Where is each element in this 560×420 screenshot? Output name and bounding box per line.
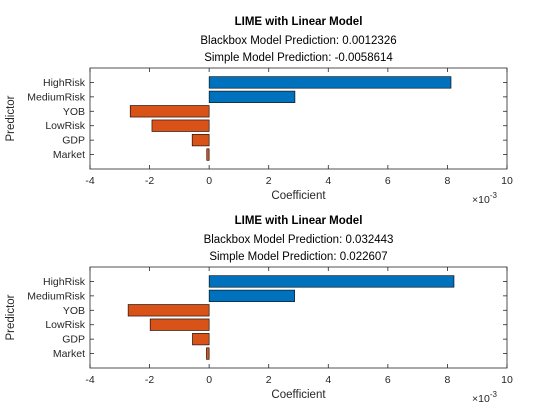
chart-subtitle: Blackbox Model Prediction: 0.032443: [204, 234, 394, 246]
bar: [191, 134, 210, 147]
x-tick-label: 4: [325, 374, 331, 386]
x-tick-label: 4: [325, 175, 331, 187]
chart-title: LIME with Linear Model: [235, 16, 363, 28]
x-tick-label: -4: [85, 175, 94, 187]
x-exponent-power: -3: [490, 191, 498, 200]
bar: [192, 333, 210, 346]
x-tick-label: 0: [206, 175, 212, 187]
y-tick-label: MediumRisk: [27, 91, 86, 103]
y-tick-label: HighRisk: [43, 276, 86, 288]
chart-title: LIME with Linear Model: [235, 215, 363, 227]
y-axis-label: Predictor: [5, 95, 17, 141]
bar: [149, 318, 210, 331]
y-tick-label: GDP: [62, 334, 85, 346]
chart-subtitle: Simple Model Prediction: 0.022607: [209, 251, 387, 263]
x-tick-label: 8: [445, 374, 451, 386]
y-tick-label: YOB: [63, 305, 85, 317]
x-exponent-power: -3: [490, 390, 498, 399]
bar: [127, 304, 210, 317]
y-tick-label: YOB: [63, 106, 85, 118]
bar: [151, 119, 210, 132]
x-exponent-label: ×10-3: [472, 191, 497, 206]
x-tick-label: -2: [145, 175, 154, 187]
x-tick-label: 6: [385, 175, 391, 187]
y-tick-label: Market: [53, 348, 85, 360]
y-axis-label: Predictor: [5, 294, 17, 340]
y-tick-label: Market: [53, 149, 85, 161]
bar: [129, 105, 210, 118]
bar: [206, 347, 210, 360]
x-exponent-label: ×10-3: [472, 390, 497, 405]
x-tick-label: 10: [501, 374, 513, 386]
x-axis-label: Coefficient: [271, 190, 326, 202]
x-tick-label: 2: [266, 374, 272, 386]
x-tick-label: -4: [85, 374, 94, 386]
bar: [206, 148, 210, 161]
x-axis-label: Coefficient: [271, 389, 326, 401]
bar: [208, 275, 455, 288]
x-tick-label: 8: [445, 175, 451, 187]
chart-subtitle: Blackbox Model Prediction: 0.0012326: [200, 35, 396, 47]
x-tick-label: 10: [501, 175, 513, 187]
y-tick-label: GDP: [62, 135, 85, 147]
x-tick-label: -2: [145, 374, 154, 386]
y-tick-label: MediumRisk: [27, 290, 86, 302]
x-tick-label: 6: [385, 374, 391, 386]
bar: [208, 90, 296, 103]
y-tick-label: HighRisk: [43, 77, 86, 89]
y-tick-label: LowRisk: [45, 319, 85, 331]
y-tick-label: LowRisk: [45, 120, 85, 132]
bar: [208, 76, 452, 89]
bar: [208, 289, 295, 302]
x-tick-label: 0: [206, 374, 212, 386]
chart-subtitle: Simple Model Prediction: -0.0058614: [204, 52, 393, 64]
x-tick-label: 2: [266, 175, 272, 187]
